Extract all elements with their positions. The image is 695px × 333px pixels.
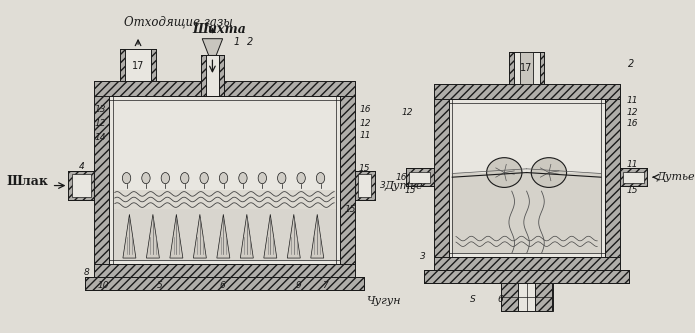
Text: 5: 5 (156, 281, 163, 290)
Text: Чугун: Чугун (366, 296, 400, 306)
Bar (520, 52, 533, 84)
Text: 8: 8 (84, 268, 90, 277)
Bar (502, 283, 553, 311)
Text: S: S (470, 295, 475, 304)
Text: 1: 1 (234, 37, 240, 47)
Bar (605, 84, 619, 257)
Ellipse shape (277, 172, 286, 184)
Text: Дутье: Дутье (657, 172, 695, 182)
Bar (85, 277, 364, 290)
Bar (425, 270, 629, 283)
Text: 16: 16 (627, 119, 638, 128)
Text: 6: 6 (498, 295, 503, 304)
Polygon shape (123, 214, 136, 258)
Text: Шихта: Шихта (192, 23, 246, 36)
Bar (354, 171, 375, 200)
Bar (359, 174, 371, 197)
Polygon shape (287, 214, 300, 258)
Text: 15: 15 (404, 186, 416, 195)
Text: 14: 14 (95, 133, 106, 142)
Ellipse shape (220, 172, 228, 184)
Bar (514, 52, 539, 84)
Bar (502, 283, 518, 311)
Bar (95, 82, 354, 96)
Ellipse shape (122, 172, 131, 184)
Text: 12: 12 (95, 119, 106, 128)
Text: 11: 11 (627, 97, 638, 106)
Bar (85, 277, 364, 290)
Bar (509, 52, 544, 84)
Text: 2: 2 (628, 59, 634, 69)
Bar (72, 174, 90, 197)
Ellipse shape (297, 172, 305, 184)
Ellipse shape (142, 172, 150, 184)
Text: Отходящие газы: Отходящие газы (124, 15, 233, 28)
Text: 3: 3 (420, 252, 425, 261)
Ellipse shape (258, 172, 266, 184)
Bar (109, 96, 340, 264)
Ellipse shape (316, 172, 325, 184)
Text: Шлак: Шлак (6, 175, 48, 188)
Text: 11: 11 (360, 131, 372, 140)
Ellipse shape (181, 172, 189, 184)
Text: 15: 15 (344, 205, 356, 214)
Text: 12: 12 (360, 119, 372, 128)
Bar (434, 257, 619, 270)
Ellipse shape (239, 172, 247, 184)
Text: 9: 9 (296, 281, 302, 290)
Bar (535, 283, 552, 311)
Ellipse shape (486, 158, 522, 187)
Text: 12: 12 (627, 108, 638, 117)
Text: 16: 16 (395, 173, 407, 182)
Text: 10: 10 (98, 281, 109, 290)
Text: 6: 6 (220, 281, 225, 290)
Text: 4: 4 (79, 163, 84, 171)
Bar (113, 190, 336, 209)
Polygon shape (170, 214, 183, 258)
Polygon shape (147, 214, 159, 258)
Text: 13: 13 (95, 105, 106, 114)
Bar (95, 264, 354, 277)
Bar (113, 167, 336, 190)
Text: 11: 11 (627, 160, 638, 169)
Bar (623, 171, 644, 183)
Polygon shape (193, 214, 206, 258)
Bar (202, 55, 224, 96)
Bar (125, 49, 151, 82)
Polygon shape (311, 214, 324, 258)
Bar (120, 49, 156, 82)
Bar (434, 84, 619, 99)
Text: 17: 17 (132, 61, 145, 71)
Bar (406, 168, 434, 186)
Bar (206, 55, 219, 96)
Text: 7: 7 (322, 281, 328, 290)
Text: 2: 2 (247, 37, 253, 47)
Bar (448, 99, 605, 257)
Text: 17: 17 (521, 64, 533, 74)
Text: 15: 15 (627, 186, 638, 195)
Bar (68, 171, 95, 200)
Polygon shape (240, 214, 253, 258)
Bar (340, 82, 354, 264)
Ellipse shape (200, 172, 208, 184)
Polygon shape (217, 214, 230, 258)
Bar (409, 171, 430, 183)
Ellipse shape (531, 158, 566, 187)
Bar (434, 84, 448, 257)
Bar (113, 209, 336, 260)
Bar (619, 168, 648, 186)
Bar (425, 270, 629, 283)
Text: Дутье: Дутье (384, 180, 423, 190)
Bar (95, 82, 109, 264)
Ellipse shape (161, 172, 170, 184)
Bar (452, 173, 601, 253)
Text: 15: 15 (358, 164, 370, 173)
Text: 3: 3 (379, 181, 386, 190)
Text: 12: 12 (402, 108, 414, 117)
Text: 16: 16 (360, 105, 372, 114)
Polygon shape (264, 214, 277, 258)
Polygon shape (202, 39, 222, 55)
